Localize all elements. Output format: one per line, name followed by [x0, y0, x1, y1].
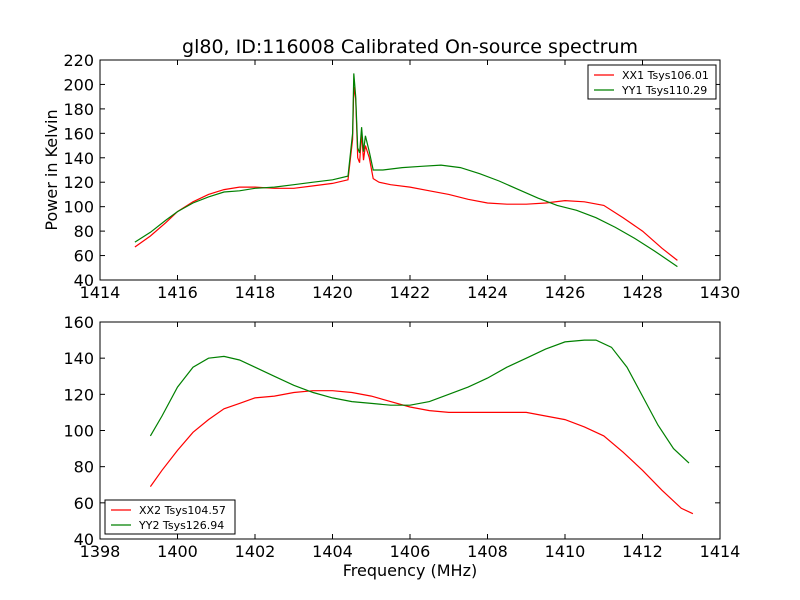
y-tick-label: 220 [63, 51, 94, 70]
y-tick-label: 160 [63, 124, 94, 143]
y-tick-label: 40 [74, 271, 94, 290]
y-tick-label: 120 [63, 385, 94, 404]
bottom-spectrum-panel: 1398 1400 1402 1404 1406 1408 1410 1412 1414 40 60… [63, 313, 740, 561]
x-tick-label: 1414 [80, 283, 121, 302]
series-line-2 [149, 339, 690, 464]
x-tick-label: 1422 [390, 283, 431, 302]
top-spectrum-panel: 1414 1416 1418 1420 1422 1424 1426 1428 1430 40 60… [63, 51, 740, 302]
y-tick-label: 160 [63, 313, 94, 332]
y-tick-label: 100 [63, 422, 94, 441]
series-line-2 [134, 73, 678, 268]
y-tick-label: 80 [74, 458, 94, 477]
x-tick-label: 1400 [157, 542, 198, 561]
y-tick-label: 60 [74, 494, 94, 513]
y-tick-label: 140 [63, 149, 94, 168]
x-tick-label: 1404 [312, 542, 353, 561]
y-tick-label: 40 [74, 530, 94, 549]
chart-title: gl80, ID:116008 Calibrated On-source spe… [182, 36, 638, 58]
y-tick-label: 60 [74, 247, 94, 266]
legend-box [587, 64, 717, 100]
x-tick-label: 1426 [545, 283, 586, 302]
x-tick-label: 1414 [700, 542, 741, 561]
x-tick-label: 1424 [467, 283, 508, 302]
x-tick-label: 1406 [390, 542, 431, 561]
x-tick-label: 1408 [467, 542, 508, 561]
x-tick-label: 1402 [235, 542, 276, 561]
x-tick-label: 1428 [622, 283, 663, 302]
y-tick-label: 80 [74, 222, 94, 241]
series-line-1 [134, 86, 678, 261]
x-tick-label: 1416 [157, 283, 198, 302]
x-axis-label: Frequency (MHz) [343, 561, 477, 580]
legend-entry: XX1 Tsys106.01 [622, 69, 709, 82]
x-tick-label: 1418 [235, 283, 276, 302]
y-tick-label: 140 [63, 349, 94, 368]
y-tick-label: 180 [63, 100, 94, 119]
y-tick-label: 120 [63, 173, 94, 192]
legend-entry: YY1 Tsys110.29 [621, 84, 707, 97]
series-line-1 [149, 390, 694, 515]
x-tick-label: 1412 [622, 542, 663, 561]
y-tick-label: 200 [63, 75, 94, 94]
legend-entry: XX2 Tsys104.57 [139, 504, 226, 517]
legend-box [104, 499, 236, 535]
x-tick-label: 1420 [312, 283, 353, 302]
x-tick-label: 1430 [700, 283, 741, 302]
y-axis-label: Power in Kelvin [42, 109, 61, 230]
y-tick-label: 100 [63, 198, 94, 217]
legend-entry: YY2 Tsys126.94 [138, 519, 224, 532]
x-tick-label: 1410 [545, 542, 586, 561]
x-tick-label: 1398 [80, 542, 121, 561]
